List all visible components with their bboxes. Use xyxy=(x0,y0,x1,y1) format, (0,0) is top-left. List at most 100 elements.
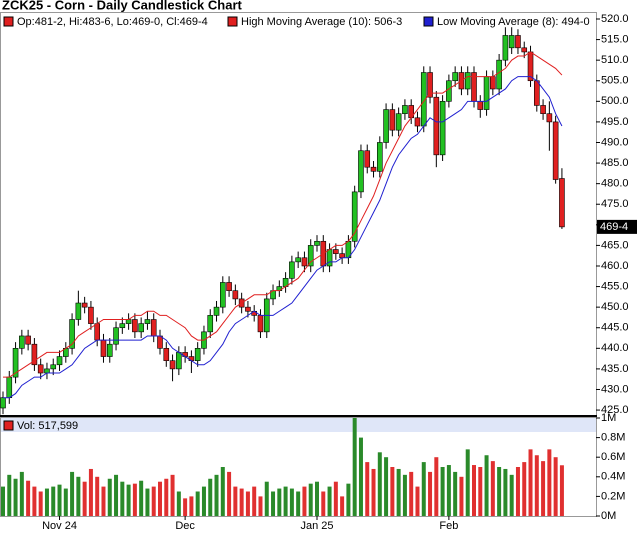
candle-body xyxy=(81,302,88,308)
candle-body xyxy=(119,323,126,329)
candle-body xyxy=(358,150,364,193)
volume-bar xyxy=(70,471,75,516)
candle-body xyxy=(483,76,490,110)
candle-body xyxy=(94,323,100,341)
volume-bar xyxy=(271,491,276,516)
y-tick-label: 465.0 xyxy=(601,239,629,251)
volume-bar xyxy=(114,474,119,516)
volume-bar xyxy=(63,488,68,516)
candle-body xyxy=(552,121,559,180)
volume-bar xyxy=(252,486,257,516)
volume-bar xyxy=(139,480,144,516)
volume-bar xyxy=(296,491,301,516)
volume-bar xyxy=(484,455,489,516)
candle-body xyxy=(295,257,301,263)
moving-average-line xyxy=(3,51,563,378)
candle-body xyxy=(477,101,484,110)
volume-bar xyxy=(95,476,100,516)
legend-swatch xyxy=(3,420,14,431)
volume-bar xyxy=(57,484,62,516)
candle-body xyxy=(496,59,502,90)
volume-bar xyxy=(327,486,332,516)
candle-body xyxy=(370,166,377,172)
volume-bar xyxy=(126,484,131,516)
y-tick-label: 500.0 xyxy=(601,95,629,107)
volume-bar xyxy=(371,468,376,516)
candle-body xyxy=(395,113,402,131)
volume-bar xyxy=(258,496,263,516)
y-tick-label: 460.0 xyxy=(601,260,629,272)
volume-bar xyxy=(515,467,520,516)
volume-bar xyxy=(396,468,401,516)
volume-bar xyxy=(302,486,307,516)
volume-bar xyxy=(421,462,426,516)
volume-bar xyxy=(434,457,439,516)
volume-bar xyxy=(1,486,5,516)
legend-label: Low Moving Average (8): 494-0 xyxy=(437,16,590,28)
volume-bar xyxy=(453,471,458,516)
candle-body xyxy=(113,327,119,345)
volume-bar xyxy=(415,486,420,516)
volume-bar xyxy=(264,481,269,516)
volume-bar xyxy=(132,483,137,516)
volume-bar xyxy=(333,481,338,516)
volume-bar xyxy=(402,474,407,516)
legend-swatch xyxy=(423,16,434,27)
volume-bar xyxy=(522,462,527,516)
y-tick-label: 475.0 xyxy=(601,198,629,210)
y-tick-label: 0.2M xyxy=(601,490,625,502)
candle-body xyxy=(37,364,44,374)
volume-bar xyxy=(541,461,546,516)
volume-bar xyxy=(170,474,175,516)
candle-body xyxy=(402,105,408,114)
y-tick-label: 425.0 xyxy=(601,404,629,416)
legend-label: High Moving Average (10): 506-3 xyxy=(241,16,402,28)
candle-body xyxy=(50,364,57,370)
volume-bar xyxy=(503,468,508,516)
candle-body xyxy=(333,249,339,254)
volume-bar xyxy=(321,491,326,516)
volume-bar xyxy=(553,457,558,516)
y-tick-label: 0M xyxy=(601,510,616,522)
candle-body xyxy=(433,96,440,156)
volume-bar xyxy=(107,478,112,516)
candle-body xyxy=(257,315,264,333)
chart-title: ZCK25 - Corn - Daily Candlestick Chart xyxy=(2,0,242,12)
candle-body xyxy=(301,257,308,267)
candle-body xyxy=(31,343,38,366)
volume-bar xyxy=(88,468,93,516)
volume-bar xyxy=(158,481,162,516)
x-tick-label: Feb xyxy=(439,520,458,532)
candle-body xyxy=(12,348,19,378)
volume-bar xyxy=(51,486,56,516)
volume-bar xyxy=(365,462,370,516)
volume-bar xyxy=(227,471,232,516)
volume-bar xyxy=(289,488,294,516)
candle-body xyxy=(106,343,113,357)
volume-bar xyxy=(82,481,87,516)
candle-body xyxy=(351,191,358,242)
candle-body xyxy=(464,72,471,90)
volume-bar xyxy=(151,486,156,516)
candle-body xyxy=(490,76,496,90)
volume-bar xyxy=(428,471,433,516)
volume-bar xyxy=(465,449,470,516)
volume-bar xyxy=(352,418,357,516)
volume-title: Vol: 517,599 xyxy=(17,420,78,432)
volume-bar xyxy=(340,496,345,516)
volume-bar xyxy=(308,483,313,516)
volume-bar xyxy=(120,481,125,516)
candle-body xyxy=(75,302,82,320)
y-tick-label: 435.0 xyxy=(601,363,629,375)
candle-body xyxy=(364,150,371,168)
volume-bar xyxy=(201,486,206,516)
candle-body xyxy=(138,323,144,333)
volume-bar xyxy=(214,474,219,516)
volume-bar xyxy=(245,491,250,516)
y-tick-label: 490.0 xyxy=(601,136,629,148)
candle-body xyxy=(540,105,546,114)
volume-bar xyxy=(440,467,445,516)
candle-body xyxy=(245,306,251,312)
volume-bar xyxy=(26,480,31,516)
candle-body xyxy=(414,117,421,127)
